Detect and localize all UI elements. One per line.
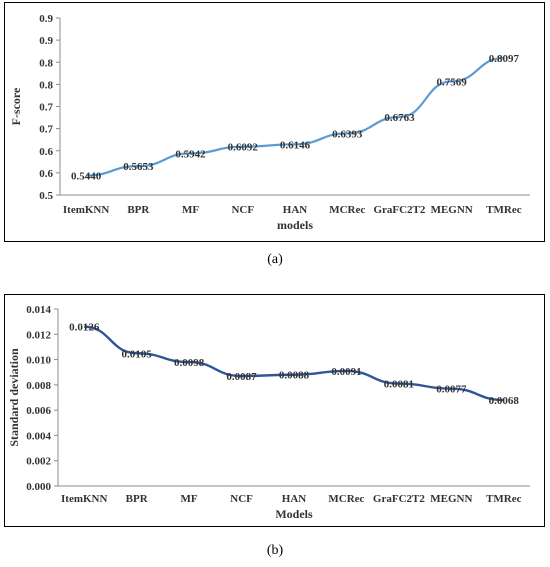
- y-tick-label: 0.9: [39, 13, 53, 25]
- chart-a: 0.5 0.6 0.6 0.7 0.7 0.8 0.8 0.9 0.9 ItemKNN BPR MF…: [9, 13, 530, 232]
- data-label: 0.0098: [174, 357, 205, 369]
- x-tick-label: NCF: [230, 493, 253, 505]
- x-tick-label: MCRec: [328, 493, 364, 505]
- chart-b-series-line: [84, 325, 504, 402]
- y-tick-label: 0.8: [39, 57, 53, 69]
- x-tick-label: MEGNN: [431, 204, 473, 216]
- data-label: 0.0091: [331, 366, 361, 378]
- chart-a-y-axis-label: F-score: [9, 87, 23, 125]
- x-tick-label: MCRec: [329, 204, 365, 216]
- x-tick-label: TMRec: [486, 493, 522, 505]
- data-label: 0.0126: [69, 322, 100, 334]
- chart-a-x-ticks: ItemKNN BPR MF NCF HAN MCRec GraFC2T2 MEGNN TMRe…: [63, 204, 522, 216]
- chart-b-y-ticks: 0.000 0.002 0.004 0.006 0.008 0.010 0.012 0.014: [26, 304, 58, 493]
- data-label: 0.0077: [436, 384, 467, 396]
- data-label: 0.8097: [489, 53, 520, 65]
- x-tick-label: BPR: [127, 204, 150, 216]
- y-tick-label: 0.010: [26, 355, 51, 367]
- data-label: 0.0068: [489, 395, 520, 407]
- chart-a-frame: [4, 2, 545, 242]
- chart-b-frame: [4, 294, 545, 527]
- data-label: 0.0087: [226, 371, 257, 383]
- y-tick-label: 0.004: [26, 430, 51, 442]
- chart-a-series-line: [86, 56, 504, 177]
- chart-b: 0.000 0.002 0.004 0.006 0.008 0.010 0.012 0.014…: [7, 304, 530, 521]
- chart-a-x-axis-label: models: [277, 218, 313, 232]
- y-tick-label: 0.006: [26, 405, 51, 417]
- y-tick-label: 0.6: [39, 168, 53, 180]
- y-tick-label: 0.014: [26, 304, 51, 316]
- x-tick-label: BPR: [126, 493, 149, 505]
- y-tick-label: 0.7: [39, 102, 53, 114]
- y-tick-label: 0.5: [39, 190, 53, 202]
- y-tick-label: 0.008: [26, 380, 51, 392]
- chart-a-y-ticks: 0.5 0.6 0.6 0.7 0.7 0.8 0.8 0.9 0.9: [39, 13, 60, 202]
- x-tick-label: ItemKNN: [61, 493, 107, 505]
- chart-b-data-labels: 0.0126 0.0105 0.0098 0.0087 0.0088 0.0091 0.00…: [69, 322, 519, 407]
- x-tick-label: MF: [181, 493, 198, 505]
- x-tick-label: MF: [182, 204, 199, 216]
- x-tick-label: HAN: [283, 204, 308, 216]
- data-label: 0.5942: [175, 148, 206, 160]
- y-tick-label: 0.8: [39, 79, 53, 91]
- data-label: 0.0105: [122, 348, 153, 360]
- y-tick-label: 0.002: [26, 456, 51, 468]
- y-tick-label: 0.000: [26, 481, 51, 493]
- data-label: 0.0088: [279, 370, 310, 382]
- x-tick-label: ItemKNN: [63, 204, 109, 216]
- data-label: 0.5653: [123, 161, 154, 173]
- panel-label-b: (b): [266, 543, 284, 558]
- data-label: 0.6146: [280, 139, 311, 151]
- y-tick-label: 0.012: [26, 329, 51, 341]
- y-tick-label: 0.9: [39, 35, 53, 47]
- x-tick-label: GraFC2T2: [373, 204, 425, 216]
- x-tick-label: NCF: [231, 204, 254, 216]
- y-tick-label: 0.6: [39, 146, 53, 158]
- chart-b-y-axis-label: Standard deviation: [7, 348, 21, 447]
- chart-b-x-ticks: ItemKNN BPR MF NCF HAN MCRec GraFC2T2 MEGNN TMRe…: [61, 493, 522, 505]
- x-tick-label: MEGNN: [430, 493, 472, 505]
- data-label: 0.5440: [71, 171, 102, 183]
- x-tick-label: TMRec: [486, 204, 522, 216]
- chart-b-x-axis-label: Models: [275, 507, 313, 521]
- data-label: 0.6092: [228, 142, 259, 154]
- data-label: 0.6393: [332, 128, 363, 140]
- chart-a-data-labels: 0.5440 0.5653 0.5942 0.6092 0.6146 0.6393 0.67…: [71, 53, 520, 183]
- panel-label-a: (a): [267, 252, 283, 267]
- data-label: 0.0081: [384, 379, 414, 391]
- data-label: 0.6763: [384, 112, 415, 124]
- y-tick-label: 0.7: [39, 124, 53, 136]
- x-tick-label: GraFC2T2: [373, 493, 425, 505]
- x-tick-label: HAN: [282, 493, 307, 505]
- data-label: 0.7569: [437, 76, 468, 88]
